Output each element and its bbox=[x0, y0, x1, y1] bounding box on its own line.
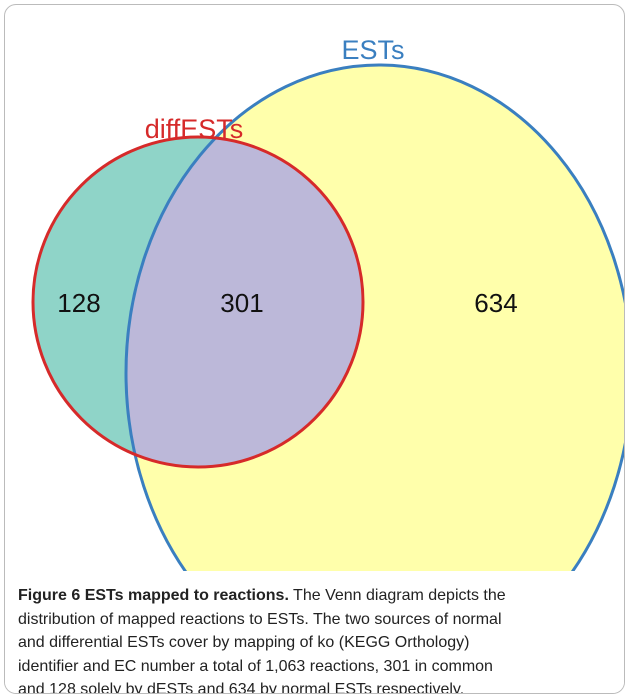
region-overlap bbox=[126, 137, 363, 467]
caption-text: The Venn diagram depicts the bbox=[293, 587, 506, 604]
caption: Figure 6 ESTs mapped to reactions. The V… bbox=[18, 584, 618, 694]
region-value: 634 bbox=[474, 288, 517, 318]
set-label: diffESTs bbox=[145, 114, 244, 144]
caption-line: identifier and EC number a total of 1,06… bbox=[18, 657, 493, 675]
caption-background bbox=[5, 571, 624, 693]
figure: ESTs diffESTs 128 301 634 Figure 6 ESTs mapp… bbox=[4, 4, 625, 694]
region-value: 128 bbox=[57, 288, 100, 318]
caption-line: and differential ESTs cover by mapping o… bbox=[18, 634, 470, 651]
venn-chart: ESTs diffESTs 128 301 634 bbox=[5, 35, 624, 693]
set-outline bbox=[31, 135, 365, 469]
caption-first-line: Figure 6 ESTs mapped to reactions. The V… bbox=[18, 584, 618, 608]
caption-line: and 128 solely by dESTs and 634 by norma… bbox=[18, 681, 465, 694]
caption-line: distribution of mapped reactions to ESTs… bbox=[18, 610, 502, 628]
caption-title: ESTs mapped to reactions. bbox=[84, 587, 289, 604]
set-label: ESTs bbox=[341, 35, 404, 65]
caption-label: Figure 6 bbox=[18, 587, 81, 604]
region-value: 301 bbox=[220, 288, 263, 318]
